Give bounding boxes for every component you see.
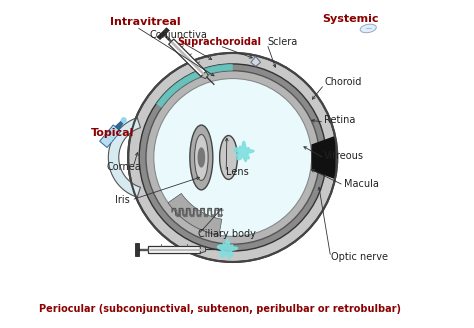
Text: Suprachoroidal: Suprachoroidal xyxy=(178,36,262,47)
Text: Sclera: Sclera xyxy=(267,36,297,47)
Text: Lens: Lens xyxy=(226,167,249,177)
Circle shape xyxy=(146,71,319,244)
Circle shape xyxy=(121,118,126,122)
Ellipse shape xyxy=(190,125,213,190)
Polygon shape xyxy=(169,39,206,76)
Polygon shape xyxy=(234,141,254,162)
Circle shape xyxy=(139,64,326,251)
Polygon shape xyxy=(168,194,222,235)
Text: Systemic: Systemic xyxy=(322,14,379,24)
Text: Retina: Retina xyxy=(324,115,356,125)
Polygon shape xyxy=(312,136,335,178)
Polygon shape xyxy=(150,249,201,250)
Text: Vitreous: Vitreous xyxy=(324,151,364,161)
Circle shape xyxy=(128,53,337,262)
Circle shape xyxy=(154,79,311,236)
Text: Periocular (subconjunctival, subtenon, peribulbar or retrobulbar): Periocular (subconjunctival, subtenon, p… xyxy=(39,304,401,314)
Text: Choroid: Choroid xyxy=(324,77,362,87)
Polygon shape xyxy=(172,42,204,74)
Polygon shape xyxy=(157,28,169,40)
Polygon shape xyxy=(115,121,123,130)
Ellipse shape xyxy=(198,148,204,167)
Polygon shape xyxy=(164,34,172,42)
Text: Optic nerve: Optic nerve xyxy=(331,252,388,262)
Text: Conjunctiva: Conjunctiva xyxy=(150,30,208,40)
Text: Topical: Topical xyxy=(91,128,134,138)
Polygon shape xyxy=(139,249,148,250)
Ellipse shape xyxy=(360,24,376,33)
Ellipse shape xyxy=(219,135,237,179)
Polygon shape xyxy=(218,239,237,259)
Polygon shape xyxy=(251,56,261,66)
Ellipse shape xyxy=(194,134,208,180)
Text: Ciliary body: Ciliary body xyxy=(199,229,256,239)
Polygon shape xyxy=(156,64,233,108)
Polygon shape xyxy=(148,246,201,253)
Text: Macula: Macula xyxy=(344,179,379,189)
Polygon shape xyxy=(100,125,121,148)
Polygon shape xyxy=(135,243,139,256)
Text: Cornea: Cornea xyxy=(107,162,142,172)
Text: Iris: Iris xyxy=(115,195,130,205)
Polygon shape xyxy=(109,118,140,197)
Polygon shape xyxy=(201,246,206,253)
Polygon shape xyxy=(201,72,208,79)
Text: Intravitreal: Intravitreal xyxy=(110,17,181,27)
